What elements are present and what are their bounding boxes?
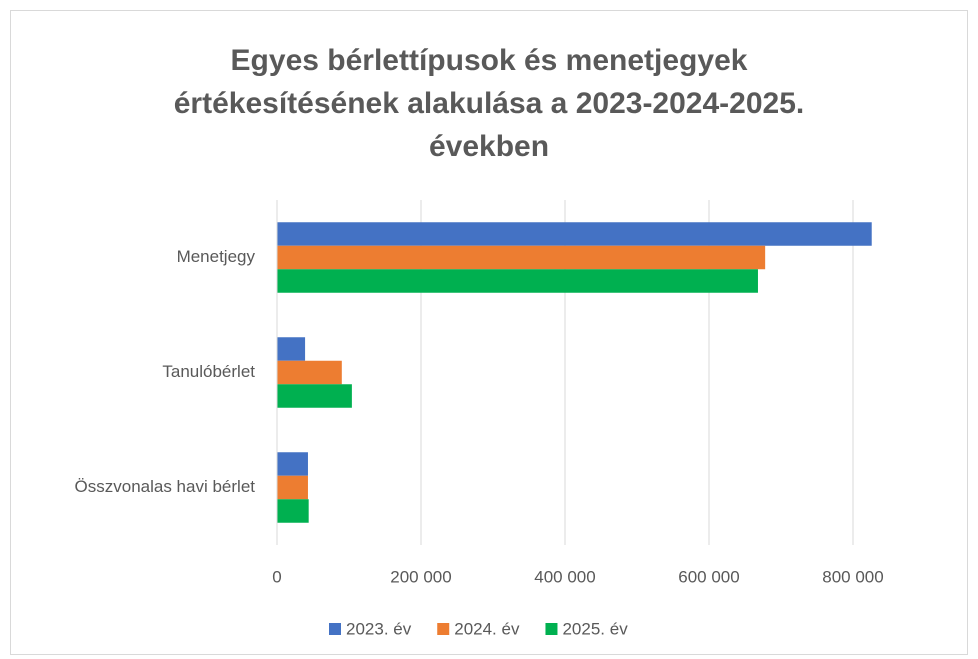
legend-swatch (329, 623, 341, 635)
legend-swatch (545, 623, 558, 635)
chart-frame (10, 10, 968, 655)
x-tick-label: 600 000 (678, 567, 739, 586)
x-tick-label: 800 000 (822, 567, 883, 586)
legend-label: 2025. év (562, 619, 628, 638)
bar (277, 475, 308, 500)
bar (277, 360, 342, 385)
bar (277, 499, 309, 523)
bar (277, 384, 352, 408)
x-tick-label: 400 000 (534, 567, 595, 586)
x-tick-label: 200 000 (390, 567, 451, 586)
bar (277, 269, 758, 293)
chart-title: Egyes bérlettípusok és menetjegyek (231, 44, 748, 77)
category-label: Összvonalas havi bérlet (75, 477, 256, 496)
category-label: Tanulóbérlet (162, 362, 255, 381)
x-tick-label: 0 (272, 567, 281, 586)
chart-title: értékesítésének alakulása a 2023-2024-20… (174, 87, 804, 120)
category-label: Menetjegy (177, 247, 256, 266)
legend-swatch (437, 623, 450, 635)
legend-label: 2023. év (346, 619, 412, 638)
bar (277, 245, 766, 270)
legend-label: 2024. év (454, 619, 520, 638)
bar (277, 222, 872, 246)
bar (277, 452, 308, 476)
chart-title: években (429, 130, 549, 163)
bar (277, 337, 306, 361)
